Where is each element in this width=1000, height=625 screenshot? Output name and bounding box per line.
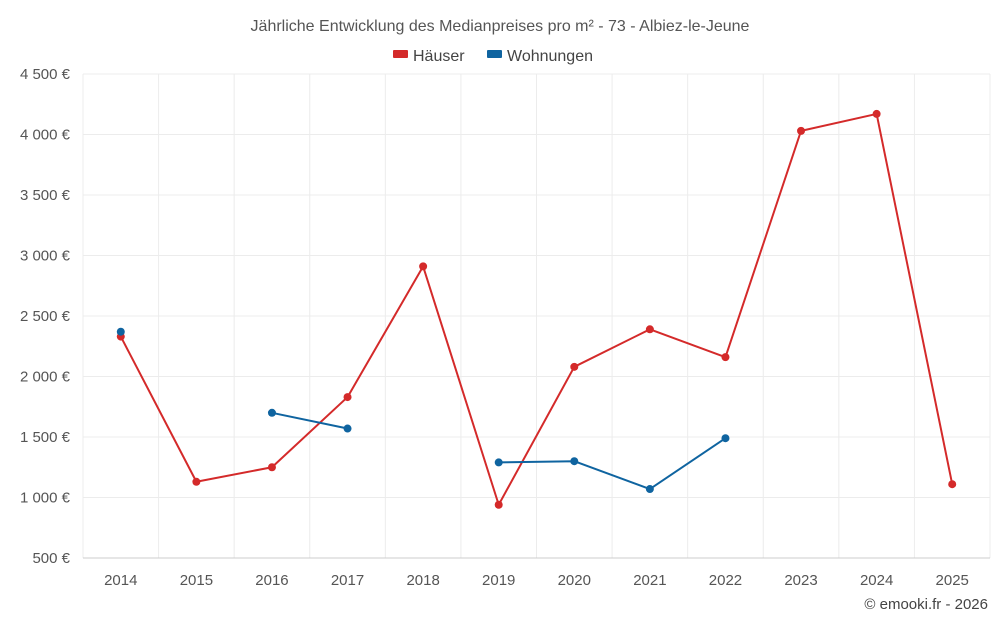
y-tick-label: 3 000 € [20,248,71,265]
point-haeuser-2016[interactable] [267,463,276,472]
point-wohnungen-2022[interactable] [721,434,730,443]
point-wohnungen-2019[interactable] [494,458,503,467]
y-tick-label: 500 € [32,550,70,567]
y-tick-label: 2 000 € [20,369,71,386]
point-haeuser-2020[interactable] [570,362,579,371]
point-wohnungen-2014[interactable] [116,327,125,336]
x-tick-label: 2015 [180,572,213,589]
series-line-wohnungen [498,437,727,491]
point-haeuser-2015[interactable] [192,477,201,486]
point-wohnungen-2020[interactable] [570,457,579,466]
y-tick-label: 4 000 € [20,127,71,144]
x-tick-label: 2021 [633,572,666,589]
point-haeuser-2022[interactable] [721,353,730,362]
series-wohnungen [116,327,730,494]
legend-label-haeuser[interactable]: Häuser [413,48,465,65]
point-haeuser-2021[interactable] [645,325,654,334]
series-line-haeuser [119,112,954,506]
point-haeuser-2019[interactable] [494,500,503,509]
x-tick-label: 2017 [331,572,364,589]
point-haeuser-2018[interactable] [419,262,428,271]
y-tick-label: 2 500 € [20,308,71,325]
x-tick-label: 2016 [255,572,288,589]
point-wohnungen-2017[interactable] [343,424,352,433]
point-wohnungen-2021[interactable] [645,485,654,494]
y-tick-label: 1 000 € [20,490,71,507]
x-tick-label: 2020 [558,572,591,589]
point-haeuser-2024[interactable] [872,109,881,118]
point-wohnungen-2016[interactable] [267,408,276,417]
grid [82,73,991,559]
legend: Häuser Wohnungen [393,48,593,65]
point-haeuser-2017[interactable] [343,393,352,402]
series-layer [116,109,957,509]
x-tick-label: 2014 [104,572,137,589]
x-tick-label: 2024 [860,572,893,589]
y-tick-label: 3 500 € [20,187,71,204]
point-haeuser-2023[interactable] [797,126,806,135]
y-tick-label: 1 500 € [20,429,71,446]
legend-swatch-wohnungen[interactable] [487,50,502,58]
x-tick-label: 2025 [936,572,969,589]
x-tick-label: 2022 [709,572,742,589]
series-line-wohnungen [271,411,348,430]
y-tick-label: 4 500 € [20,66,71,83]
point-haeuser-2025[interactable] [948,480,957,489]
chart-title: Jährliche Entwicklung des Medianpreises … [251,18,750,35]
y-axis-ticks: 500 € 1 000 € 1 500 € 2 000 € 2 500 € 3 000 €… [20,66,71,567]
x-tick-label: 2019 [482,572,515,589]
x-tick-label: 2023 [784,572,817,589]
legend-swatch-haeuser[interactable] [393,50,408,58]
credit-text: © emooki.fr - 2026 [864,596,988,613]
x-axis-ticks: 2014 2015 2016 2017 2018 2019 2020 2021 2022 2023… [104,572,969,589]
legend-label-wohnungen[interactable]: Wohnungen [507,48,593,65]
x-tick-label: 2018 [406,572,439,589]
